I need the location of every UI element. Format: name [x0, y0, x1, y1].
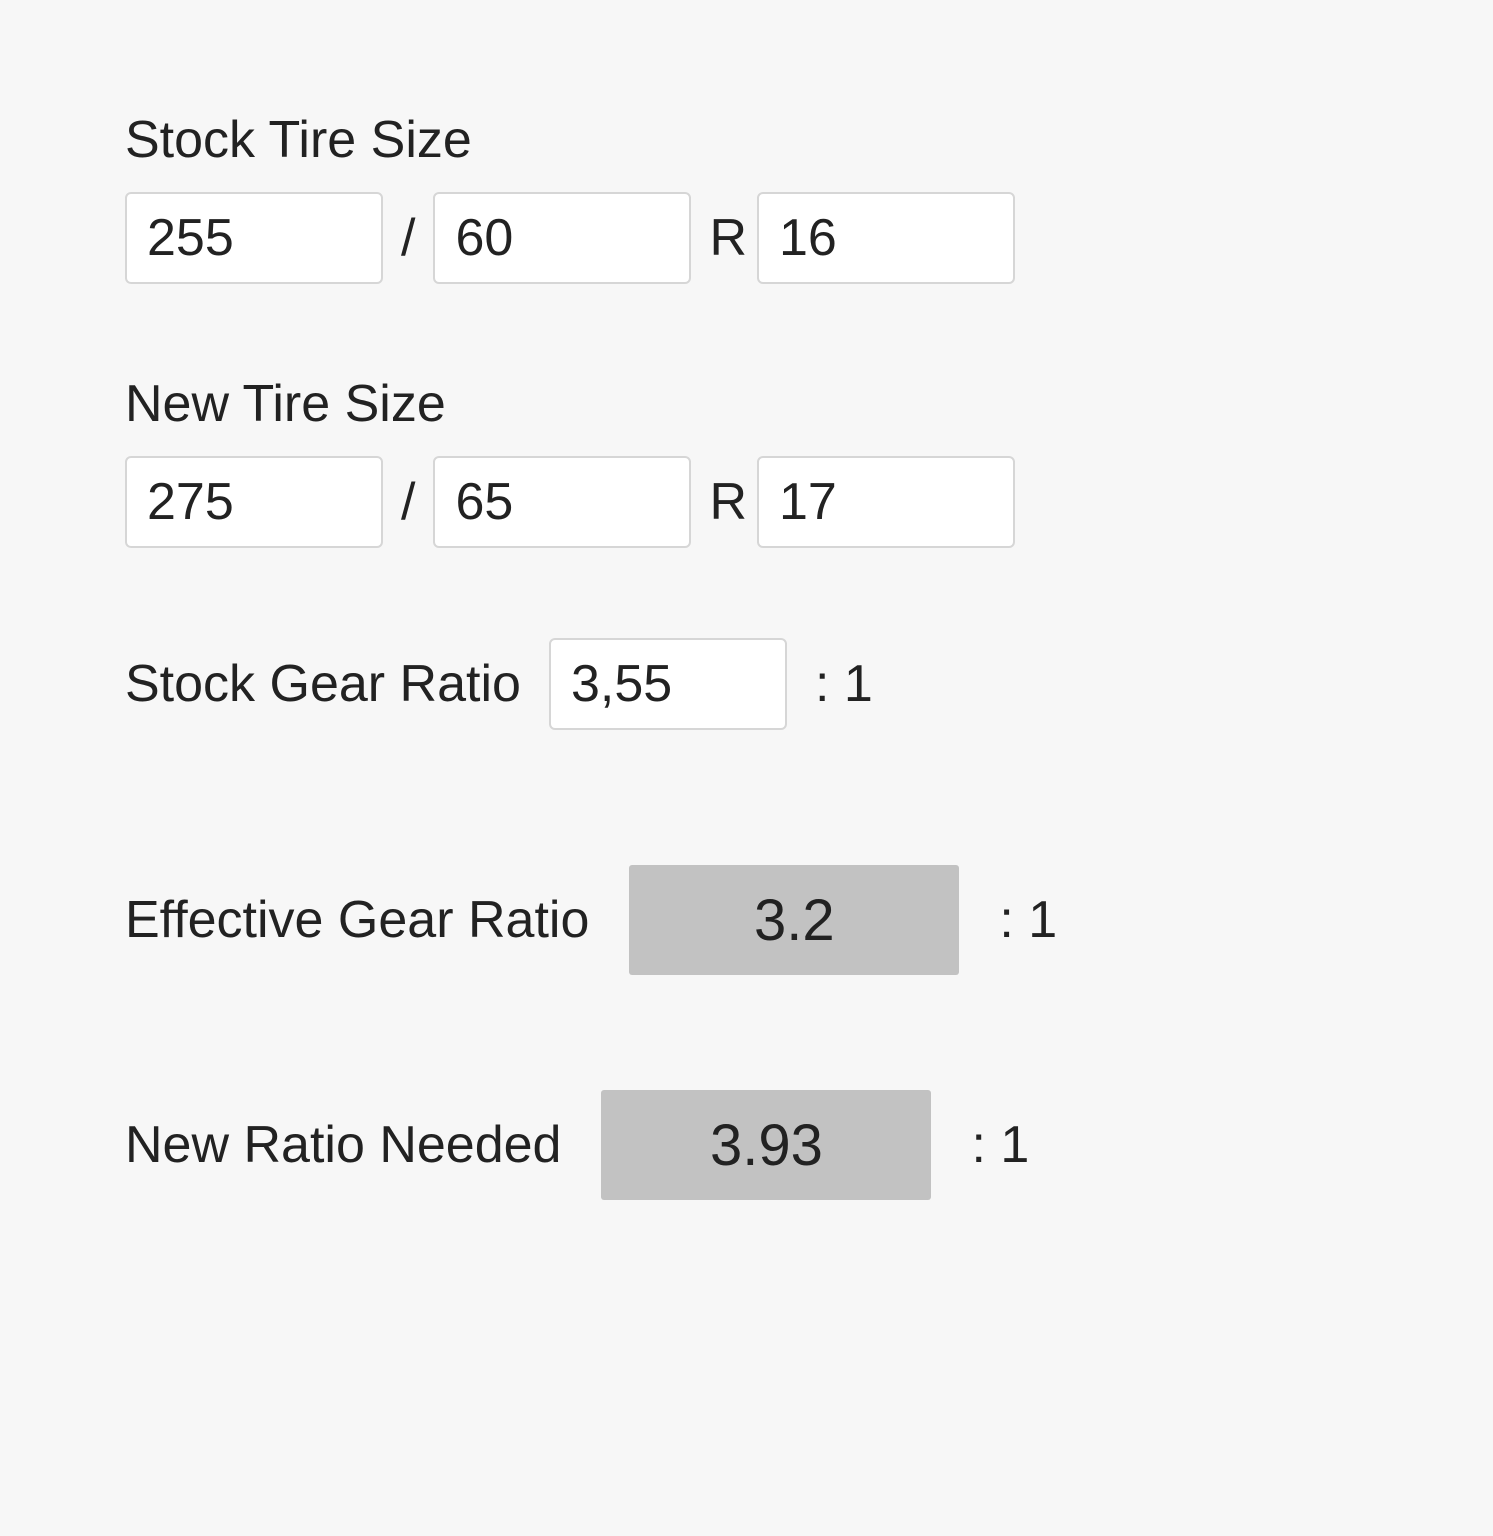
slash-separator: /: [401, 208, 415, 268]
new-tire-aspect-input[interactable]: [433, 456, 691, 548]
stock-gear-ratio-section: Stock Gear Ratio : 1: [125, 638, 1493, 730]
r-separator: R: [709, 208, 747, 268]
ratio-suffix: : 1: [971, 1115, 1029, 1175]
stock-tire-title: Stock Tire Size: [125, 110, 1493, 170]
effective-ratio-value: 3.2: [629, 865, 959, 975]
r-separator: R: [709, 472, 747, 532]
stock-tire-section: Stock Tire Size / R: [125, 110, 1493, 284]
new-tire-section: New Tire Size / R: [125, 374, 1493, 548]
new-ratio-value: 3.93: [601, 1090, 931, 1200]
stock-tire-width-input[interactable]: [125, 192, 383, 284]
ratio-suffix: : 1: [815, 654, 873, 714]
new-tire-title: New Tire Size: [125, 374, 1493, 434]
effective-ratio-row: Effective Gear Ratio 3.2 : 1: [125, 865, 1493, 975]
slash-separator: /: [401, 472, 415, 532]
new-ratio-label: New Ratio Needed: [125, 1115, 561, 1175]
stock-tire-aspect-input[interactable]: [433, 192, 691, 284]
stock-gear-ratio-label: Stock Gear Ratio: [125, 654, 521, 714]
effective-ratio-label: Effective Gear Ratio: [125, 890, 589, 950]
new-tire-width-input[interactable]: [125, 456, 383, 548]
stock-tire-rim-input[interactable]: [757, 192, 1015, 284]
new-tire-row: / R: [125, 456, 1493, 548]
ratio-suffix: : 1: [999, 890, 1057, 950]
new-tire-rim-input[interactable]: [757, 456, 1015, 548]
new-ratio-row: New Ratio Needed 3.93 : 1: [125, 1090, 1493, 1200]
gear-ratio-form: Stock Tire Size / R New Tire Size / R St…: [0, 0, 1493, 1200]
stock-tire-row: / R: [125, 192, 1493, 284]
stock-gear-ratio-input[interactable]: [549, 638, 787, 730]
